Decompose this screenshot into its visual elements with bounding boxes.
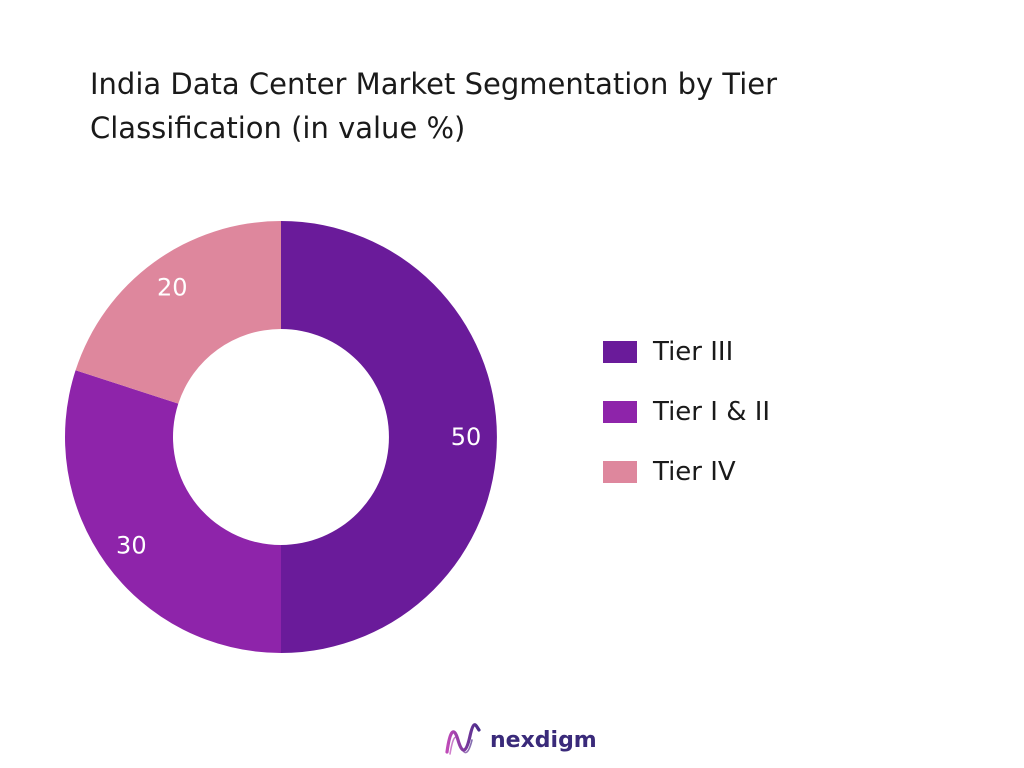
slice-tier-i-ii	[64, 370, 282, 653]
legend-swatch	[603, 401, 637, 423]
data-label-tier-iii: 50	[451, 423, 482, 451]
legend-swatch	[603, 461, 637, 483]
donut-slice-labels: 50 30 20	[116, 273, 481, 559]
legend-item-tier-i-ii: Tier I & II	[603, 382, 770, 442]
legend-item-tier-iv: Tier IV	[603, 442, 770, 502]
nexdigm-wave-icon	[445, 723, 481, 755]
brand-logo: nexdigm	[444, 722, 597, 758]
legend-label: Tier I & II	[653, 397, 771, 427]
brand-name: nexdigm	[490, 727, 597, 753]
legend: Tier III Tier I & II Tier IV	[603, 322, 770, 502]
legend-item-tier-iii: Tier III	[603, 322, 770, 382]
data-label-tier-i-ii: 30	[116, 532, 147, 560]
legend-label: Tier IV	[653, 457, 736, 487]
donut-slices	[64, 221, 497, 653]
slice-tier-iii	[281, 221, 497, 653]
data-label-tier-iv: 20	[157, 273, 188, 301]
slice-tier-iv	[75, 221, 281, 404]
legend-label: Tier III	[653, 337, 734, 367]
legend-swatch	[603, 341, 637, 363]
chart-title: India Data Center Market Segmentation by…	[90, 67, 778, 145]
